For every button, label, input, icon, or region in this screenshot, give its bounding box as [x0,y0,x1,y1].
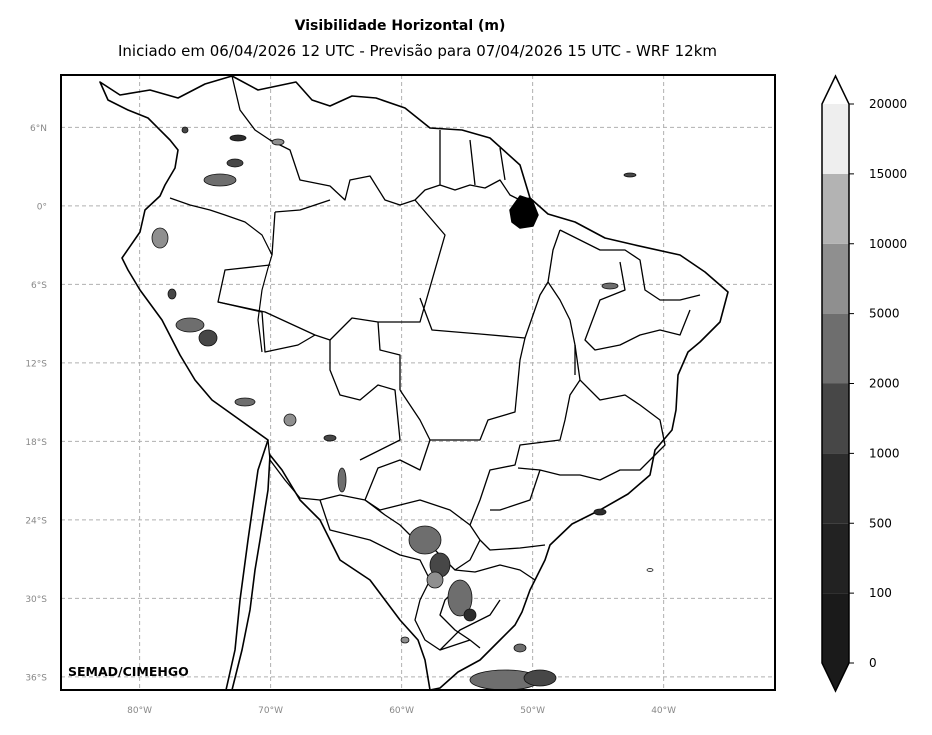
credit-label: SEMAD/CIMEHGO [68,664,189,679]
south-america-coastline [99,75,729,690]
colorbar-tick-label: 15000 [869,167,907,181]
colorbar-tick-label: 2000 [869,377,900,391]
border-bahia-minas [490,345,666,511]
lat-tick-label: 6°S [31,281,47,291]
map-subtitle: Iniciado em 06/04/2026 12 UTC - Previsão… [117,42,718,60]
map-background [61,75,775,690]
border-northeast [547,229,701,381]
colorbar-segment [822,523,849,594]
lon-tick-label: 40°W [651,706,676,716]
colorbar-tick-label: 5000 [869,307,900,321]
lon-tick-label: 50°W [520,706,545,716]
coastlines-and-borders [99,75,729,690]
lat-tick-label: 30°S [25,595,47,605]
lat-tick-label: 24°S [25,516,47,526]
colorbar-segment [822,453,849,524]
map-frame [60,74,776,691]
longitude-labels: 80°W 70°W 60°W 50°W 40°W [127,706,676,716]
colorbar-under-arrow [822,663,849,691]
colorbar-tick-label: 1000 [869,446,900,460]
visibility-contours [151,126,654,690]
lon-tick-label: 80°W [127,706,152,716]
latitude-labels: 6°N 0° 6°S 12°S 18°S 24°S 30°S 36°S [25,124,47,684]
colorbar-over-arrow [822,76,849,104]
colorbar-segment [822,313,849,384]
lat-tick-label: 18°S [25,438,47,448]
colorbar-segment [822,243,849,314]
colorbar-tick-label: 20000 [869,97,907,111]
lat-tick-label: 0° [37,202,47,212]
lon-tick-label: 60°W [389,706,414,716]
border-guianas [414,130,531,201]
border-colombia-venezuela [231,75,416,206]
marajo-island [509,195,539,229]
lat-tick-label: 12°S [25,359,47,369]
lon-tick-label: 70°W [258,706,283,716]
map-title: Visibilidade Horizontal (m) [294,18,506,34]
colorbar: 0 100 500 1000 2000 5000 10000 15000 20000 [821,74,907,693]
colorbar-tick-label: 100 [869,586,892,600]
map-panel: 6°N 0° 6°S 12°S 18°S 24°S 30°S 36°S 80°W 70°W 60°… [25,74,776,716]
border-mato-grosso [377,321,526,441]
colorbar-segment [822,173,849,244]
coastline-inner-detail [169,197,273,353]
colorbar-segment [822,593,849,663]
colorbar-tick-label: 10000 [869,237,907,251]
colorbar-tick-label: 0 [869,656,877,670]
colorbar-segment [822,383,849,454]
colorbar-tick-label: 500 [869,516,892,530]
lat-tick-label: 36°S [25,673,47,683]
lat-tick-label: 6°N [30,124,47,134]
gridlines [61,75,775,690]
border-peru-bolivia [217,301,401,461]
border-para [419,229,561,339]
colorbar-segment [822,104,849,174]
